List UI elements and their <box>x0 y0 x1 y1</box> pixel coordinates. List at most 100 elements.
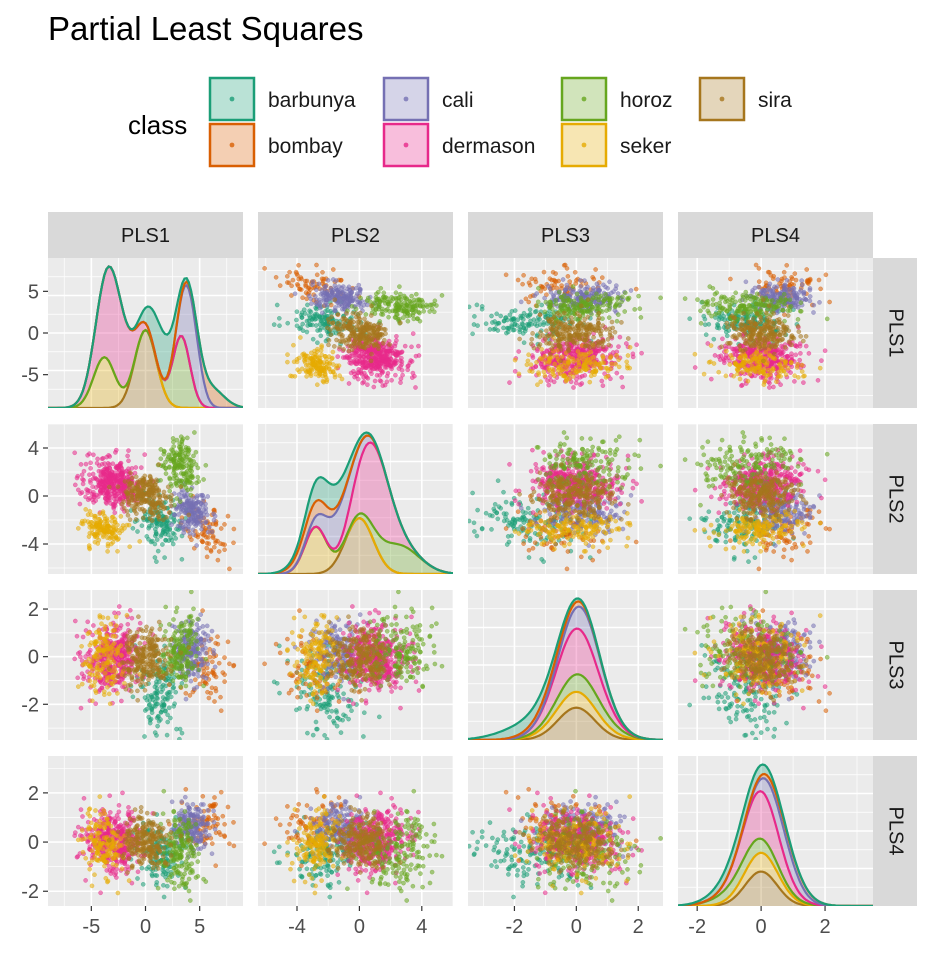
point-barbunya <box>527 307 533 313</box>
legend-dot-horoz <box>581 96 587 102</box>
point-horoz <box>405 313 410 319</box>
point-barbunya <box>541 320 547 325</box>
point-barbunya <box>149 523 155 528</box>
point-sira <box>753 342 758 347</box>
point-sira <box>577 313 582 319</box>
point-cali <box>209 529 215 535</box>
point-seker <box>327 360 333 365</box>
point-bombay <box>277 283 283 288</box>
point-dermason <box>769 361 775 367</box>
point-horoz <box>158 456 164 462</box>
point-cali <box>211 517 217 523</box>
point-cali <box>188 503 193 508</box>
point-sira <box>325 325 330 331</box>
point-seker <box>753 365 758 371</box>
point-sira <box>600 323 606 328</box>
point-horoz <box>181 453 187 459</box>
point-dermason <box>121 474 127 479</box>
point-barbunya <box>294 309 300 315</box>
point-cali <box>182 502 188 507</box>
point-seker <box>747 371 753 377</box>
point-sira <box>753 332 758 338</box>
chart-title: Partial Least Squares <box>48 10 364 47</box>
point-sira <box>771 311 776 316</box>
point-seker <box>317 355 323 361</box>
point-dermason <box>112 503 118 509</box>
point-sira <box>762 324 767 330</box>
point-dermason <box>507 380 512 385</box>
strip-top-label-PLS2: PLS2 <box>331 225 380 247</box>
strip-right-label-PLS3: PLS3 <box>885 641 907 690</box>
point-cali <box>194 493 200 499</box>
legend-label-sira: sira <box>758 89 792 112</box>
point-dermason <box>105 460 111 466</box>
point-sira <box>746 325 751 330</box>
point-seker <box>796 374 801 380</box>
point-bombay <box>590 274 596 280</box>
point-sira <box>719 344 724 350</box>
point-seker <box>318 365 324 371</box>
point-seker <box>564 366 569 372</box>
point-dermason <box>512 368 518 374</box>
point-barbunya <box>519 321 525 327</box>
point-barbunya <box>701 313 707 319</box>
point-barbunya <box>522 328 528 334</box>
point-sira <box>606 342 612 348</box>
point-sira <box>329 314 334 320</box>
point-seker <box>529 369 535 374</box>
point-cali <box>203 519 209 525</box>
point-barbunya <box>167 527 173 533</box>
point-barbunya <box>152 541 158 547</box>
point-horoz <box>636 293 641 299</box>
point-dermason <box>630 354 636 360</box>
point-sira <box>546 341 552 346</box>
point-horoz <box>580 308 585 314</box>
point-cali <box>185 498 190 504</box>
point-horoz <box>431 309 437 315</box>
point-horoz <box>573 316 578 322</box>
point-dermason <box>406 363 411 368</box>
point-cali <box>776 291 781 297</box>
point-barbunya <box>160 542 165 547</box>
point-seker <box>753 355 759 360</box>
point-horoz <box>723 299 728 305</box>
point-barbunya <box>490 320 495 325</box>
point-horoz <box>746 302 752 308</box>
point-sira <box>789 342 794 348</box>
point-sira <box>344 341 349 346</box>
point-sira <box>575 332 581 338</box>
point-horoz <box>619 299 624 305</box>
point-sira <box>562 310 567 316</box>
point-cali <box>346 291 352 297</box>
point-dermason <box>400 372 405 378</box>
point-seker <box>788 360 794 366</box>
point-sira <box>749 336 754 342</box>
point-barbunya <box>173 536 178 541</box>
point-horoz <box>632 307 638 312</box>
point-horoz <box>396 307 401 313</box>
point-barbunya <box>725 333 730 339</box>
point-horoz <box>401 315 406 320</box>
point-sira <box>358 334 363 339</box>
point-seker <box>779 357 785 362</box>
point-horoz <box>625 297 631 302</box>
point-seker <box>575 349 581 354</box>
point-bombay <box>306 286 311 291</box>
point-barbunya <box>470 331 475 337</box>
point-horoz <box>167 488 172 494</box>
point-horoz <box>704 299 709 305</box>
point-sira <box>582 344 588 349</box>
point-barbunya <box>271 322 277 327</box>
point-barbunya <box>503 315 509 320</box>
point-dermason <box>712 353 718 358</box>
point-seker <box>625 353 631 358</box>
point-seker <box>740 369 745 375</box>
panel-content <box>72 430 237 572</box>
point-bombay <box>204 545 210 551</box>
point-sira <box>546 333 551 338</box>
point-sira <box>383 331 388 336</box>
point-dermason <box>571 385 576 390</box>
point-bombay <box>204 554 210 560</box>
point-dermason <box>393 360 399 366</box>
panel-PLS1-PLS1 <box>48 258 243 408</box>
